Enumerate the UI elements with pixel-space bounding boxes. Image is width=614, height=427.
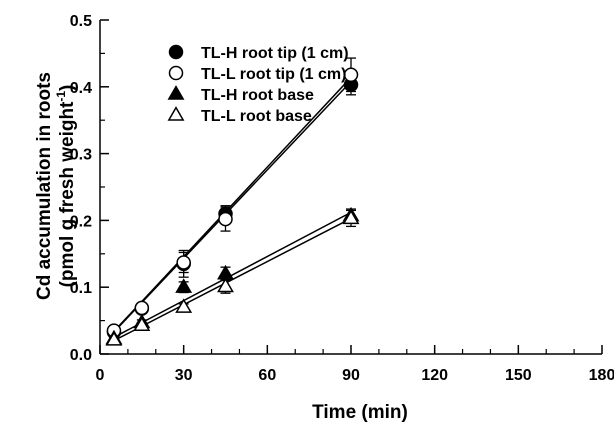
fit-line — [113, 80, 352, 333]
data-point — [217, 264, 234, 280]
y-tick-label: 0.5 — [70, 13, 92, 30]
data-point — [133, 316, 151, 331]
data-point — [218, 211, 233, 227]
fit-line — [113, 211, 352, 338]
legend-label: TL-L root tip (1 cm) — [201, 66, 346, 83]
data-point — [105, 331, 123, 346]
y-axis-title: Cd accumulation in roots — [34, 72, 55, 300]
x-tick-label: 0 — [96, 367, 105, 384]
x-tick-label: 90 — [342, 367, 360, 384]
legend-marker — [167, 106, 185, 121]
data-point — [217, 277, 234, 293]
y-tick-label: 0.4 — [70, 80, 92, 97]
legend-label: TL-H root base — [201, 87, 314, 104]
axes: 0.0 0.1 0.2 0.3 0.4 0.5 0 30 60 90 120 150 180 — [70, 13, 614, 384]
x-tick-label: 120 — [421, 367, 448, 384]
y-tick-label: 0.2 — [70, 213, 92, 230]
fit-line — [113, 76, 352, 332]
data-point — [342, 209, 360, 225]
y-axis-units-exponent: -1 — [54, 91, 68, 102]
markers — [105, 67, 360, 346]
y-tick-label: 0.1 — [70, 280, 92, 297]
data-point — [175, 298, 193, 313]
legend: TL-H root tip (1 cm) TL-L root tip (1 cm)… — [167, 44, 349, 125]
y-axis-units-close: ) — [57, 85, 78, 91]
x-tick-label: 150 — [505, 367, 532, 384]
data-point — [175, 278, 193, 293]
legend-marker — [168, 44, 184, 60]
x-tick-label: 30 — [175, 367, 193, 384]
legend-marker — [167, 85, 185, 100]
legend-label: TL-L root base — [201, 108, 312, 125]
data-point — [134, 300, 150, 316]
y-axis-title-units: (pmol g fresh weight-1) — [54, 85, 78, 288]
data-point — [343, 67, 359, 83]
y-tick-label: 0.0 — [70, 347, 92, 364]
legend-marker — [168, 65, 184, 81]
x-tick-label: 60 — [258, 367, 276, 384]
y-axis-units-text: (pmol g fresh weight — [57, 101, 78, 287]
y-tick-label: 0.3 — [70, 147, 92, 164]
x-tick-label: 180 — [589, 367, 614, 384]
fit-lines — [113, 76, 352, 342]
legend-label: TL-H root tip (1 cm) — [201, 45, 349, 62]
data-point — [176, 255, 191, 270]
x-axis-title: Time (min) — [312, 402, 408, 423]
